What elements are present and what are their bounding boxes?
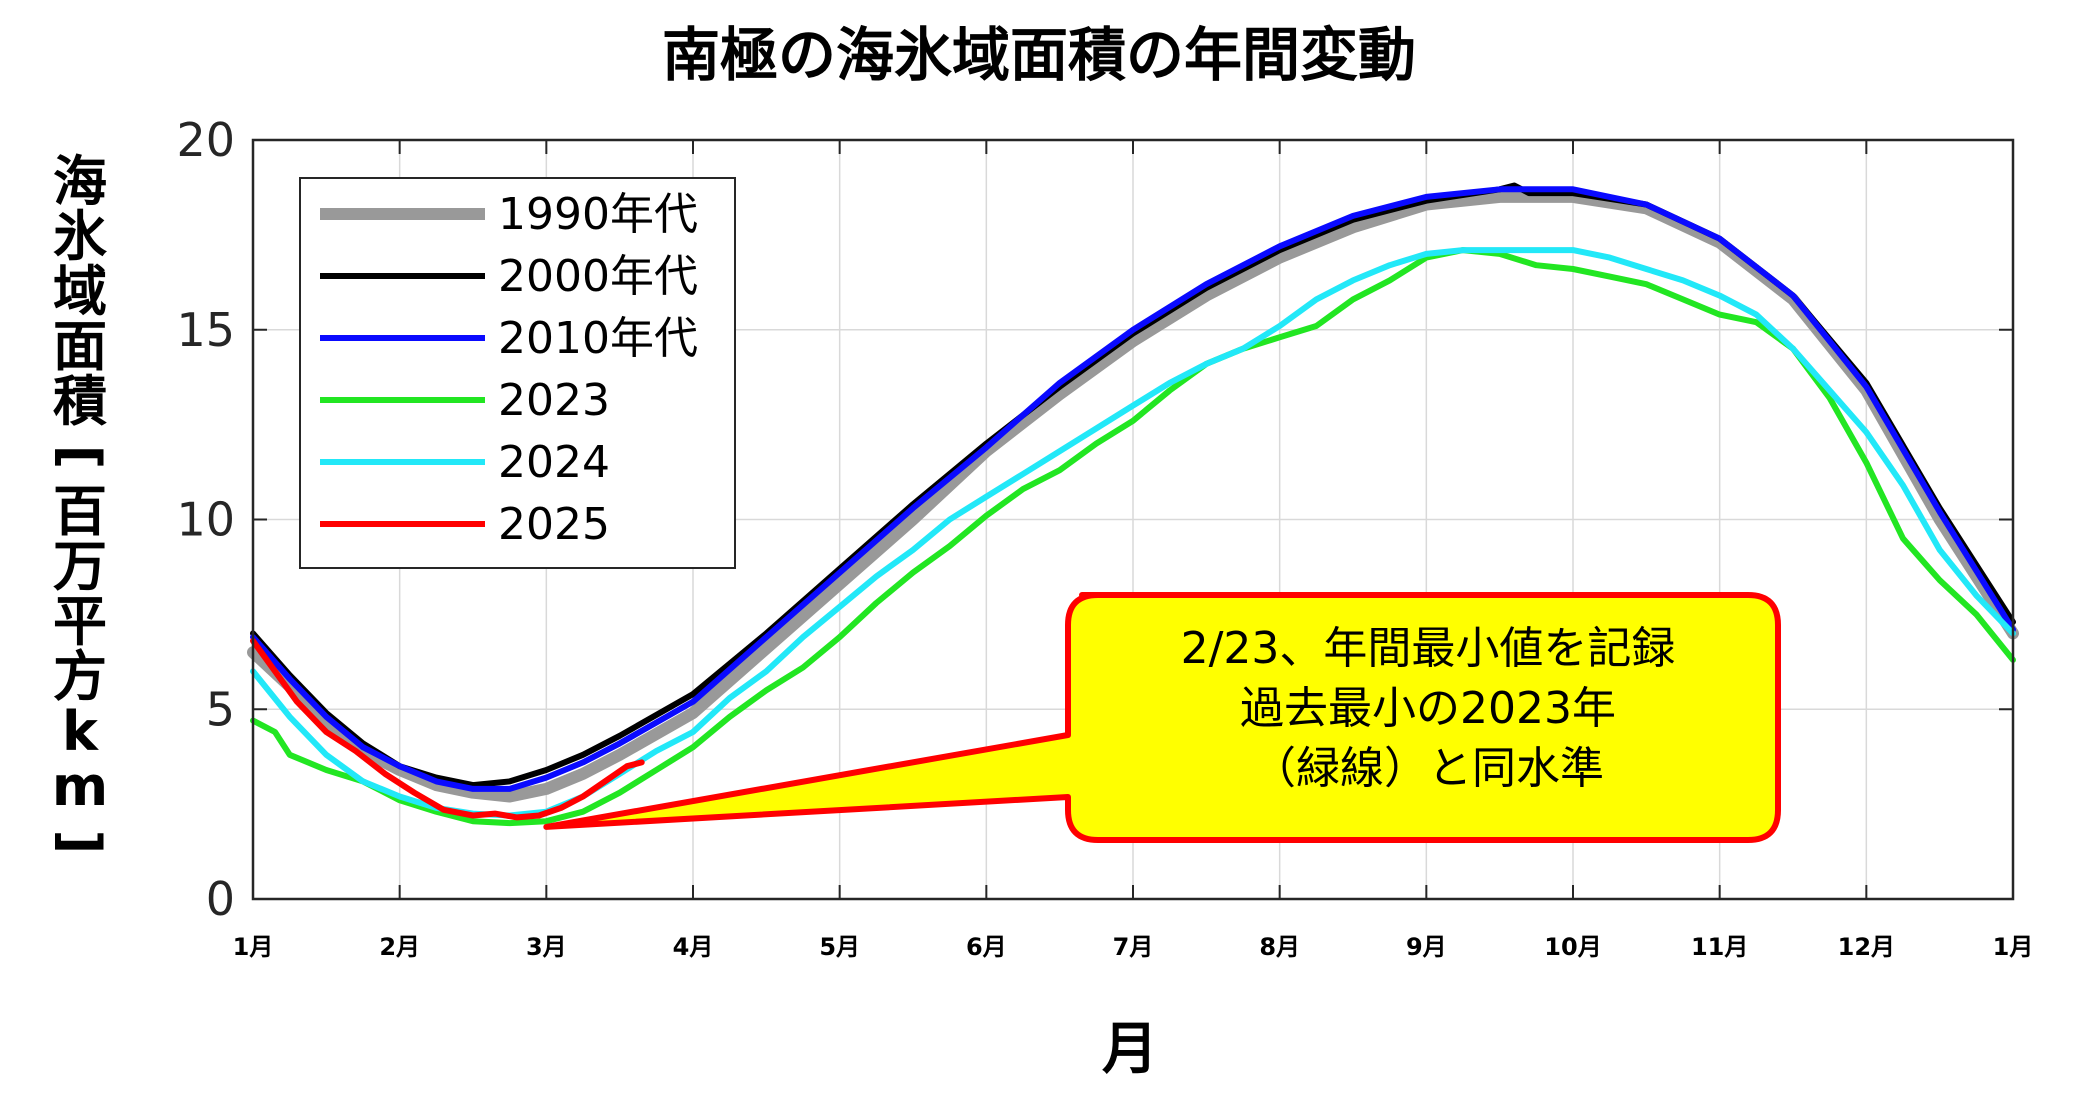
series-line-1990年代	[247, 190, 2019, 803]
x-tick-label: 12月	[1838, 933, 1895, 961]
legend-label: 2010年代	[498, 313, 698, 364]
x-tick-label: 4月	[673, 933, 714, 961]
x-tick-label: 11月	[1691, 933, 1748, 961]
y-tick-label: 10	[176, 493, 235, 547]
y-axis-label-char: 方	[53, 645, 107, 708]
y-axis-label-char: 平	[53, 590, 107, 653]
y-tick-label: 15	[176, 303, 235, 357]
annotation-line: 2/23、年間最小値を記録	[1181, 623, 1676, 674]
y-ticks: 0 5 10 15 20	[176, 113, 2013, 926]
y-axis-label-char: 海	[53, 150, 107, 213]
annotation-box	[543, 592, 1781, 843]
y-axis-label-char: 万	[53, 535, 107, 598]
x-tick-label: 3月	[526, 933, 567, 961]
y-axis-label-char: 面	[53, 315, 107, 378]
x-tick-label: 1月	[233, 933, 274, 961]
x-tick-label: 6月	[966, 933, 1007, 961]
x-tick-label: 7月	[1113, 933, 1154, 961]
y-axis-label-char: 百	[53, 480, 107, 543]
legend-label: 2024	[498, 437, 610, 488]
legend: 1990年代 2000年代 2010年代 2023 2024 2025	[299, 177, 736, 569]
y-tick-label: 5	[206, 682, 235, 736]
x-tick-label: 2月	[379, 933, 420, 961]
series-line-2023	[250, 247, 2016, 827]
legend-box	[299, 177, 736, 569]
annotation-line: （緑線）と同水準	[1252, 743, 1604, 794]
annotation-line: 過去最小の2023年	[1240, 683, 1616, 734]
chart-title: 南極の海氷域面積の年間変動	[662, 21, 1416, 89]
y-tick-label: 0	[206, 872, 235, 926]
y-axis-label-char: 積	[53, 370, 107, 433]
legend-label: 2025	[498, 499, 610, 550]
y-axis-label-char: 域	[53, 260, 107, 323]
y-axis-label-char: 氷	[53, 205, 107, 268]
legend-label: 2000年代	[498, 251, 698, 302]
legend-label: 1990年代	[498, 189, 698, 240]
y-axis-label-char: ]	[49, 830, 112, 855]
x-tick-label: 9月	[1406, 933, 1447, 961]
y-axis-label-char: k	[62, 700, 99, 763]
y-tick-label: 20	[176, 113, 235, 167]
y-axis-label-char: m	[52, 755, 108, 818]
x-tick-label: 5月	[819, 933, 860, 961]
y-axis-label-char: [	[49, 445, 112, 470]
x-axis-label: 月	[1102, 1017, 1158, 1082]
x-tick-label: 10月	[1544, 933, 1601, 961]
series-line-2010年代	[250, 186, 2016, 792]
x-tick-label: 1月	[1993, 933, 2034, 961]
series-lines	[247, 182, 2019, 827]
series-line-2025	[250, 637, 645, 821]
legend-label: 2023	[498, 375, 610, 426]
x-tick-label: 8月	[1259, 933, 1300, 961]
x-ticks: 1月 2月 3月 4月 5月 6月 7月 8月 9月 10月 11月 12月 1月	[233, 140, 2034, 961]
